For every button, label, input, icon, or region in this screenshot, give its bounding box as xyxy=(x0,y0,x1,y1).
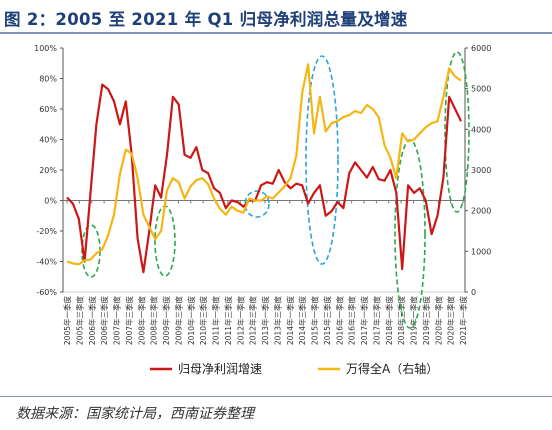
x-axis-tick-label: 2006年三季度 xyxy=(99,296,109,346)
x-axis-tick-label: 2017年一季度 xyxy=(359,296,369,346)
right-axis-tick-label: 3000 xyxy=(471,166,491,175)
highlight-ellipse xyxy=(244,190,270,218)
left-axis-tick-label: -40% xyxy=(36,258,57,267)
x-axis-tick-label: 2008年三季度 xyxy=(149,296,159,346)
x-axis-tick-label: 2013年一季度 xyxy=(260,296,270,346)
title-rule xyxy=(0,32,552,34)
x-axis-tick-label: 2006年一季度 xyxy=(87,296,97,346)
x-axis-tick-label: 2010年三季度 xyxy=(198,296,208,346)
x-axis-tick-label: 2012年一季度 xyxy=(235,296,245,346)
x-axis-tick-label: 2010年一季度 xyxy=(186,296,196,346)
x-axis-tick-label: 2007年一季度 xyxy=(112,296,122,346)
figure-title: 图 2：2005 至 2021 年 Q1 归母净利润总量及增速 xyxy=(4,10,408,29)
right-axis-tick-label: 5000 xyxy=(471,85,491,94)
x-axis-tick-label: 2020年三季度 xyxy=(446,296,456,346)
x-axis-tick-label: 2021年一季度 xyxy=(458,296,468,346)
right-axis-tick-label: 6000 xyxy=(471,44,491,53)
x-axis-tick-label: 2014年三季度 xyxy=(297,296,307,346)
right-axis-tick-label: 0 xyxy=(471,288,476,297)
x-axis-tick-label: 2016年一季度 xyxy=(334,296,344,346)
left-axis-tick-label: 100% xyxy=(34,44,57,53)
right-axis-tick-label: 1000 xyxy=(471,247,491,256)
profit-growth-line xyxy=(66,83,462,274)
dual-axis-line-chart: 100% 80% 60% 40% 20% 0% -20% -40% -60% 6000 5000 40… xyxy=(34,44,491,376)
left-axis-tick-label: 80% xyxy=(39,75,57,84)
x-axis-tick-label: 2015年一季度 xyxy=(310,296,320,346)
left-axis-tick-label: -20% xyxy=(36,227,57,236)
chart-legend: 归母净利润增速 万得全A（右轴） xyxy=(150,361,438,376)
legend-label: 归母净利润增速 xyxy=(178,362,262,376)
chart-axes: 100% 80% 60% 40% 20% 0% -20% -40% -60% 6000 5000 40… xyxy=(34,44,491,345)
x-axis-tick-label: 2011年三季度 xyxy=(223,296,233,346)
left-axis-tick-label: 40% xyxy=(39,136,57,145)
wind-a-index-line xyxy=(66,63,462,266)
legend-label: 万得全A（右轴） xyxy=(346,361,438,376)
x-axis-tick-label: 2007年三季度 xyxy=(124,296,134,346)
highlight-ellipse xyxy=(154,205,176,277)
x-axis-tick-label: 2014年一季度 xyxy=(285,296,295,346)
x-axis-tick-label: 2005年一季度 xyxy=(62,296,72,346)
highlight-ellipse xyxy=(444,51,470,213)
x-axis-tick-label: 2016年三季度 xyxy=(347,296,357,346)
right-axis-tick-label: 2000 xyxy=(471,207,491,216)
x-axis-tick-label: 2009年三季度 xyxy=(173,296,183,346)
x-axis-tick-label: 2011年一季度 xyxy=(211,296,221,346)
x-axis-tick-label: 2005年三季度 xyxy=(74,296,84,346)
source-note: 数据来源：国家统计局，西南证券整理 xyxy=(16,406,254,422)
x-axis-tick-label: 2020年一季度 xyxy=(433,296,443,346)
right-axis-tick-label: 4000 xyxy=(471,125,491,134)
x-axis-tick-label: 2019年三季度 xyxy=(421,296,431,346)
x-axis-tick-label: 2012年三季度 xyxy=(248,296,258,346)
x-axis-tick-label: 2013年三季度 xyxy=(272,296,282,346)
left-axis-tick-label: 60% xyxy=(39,105,57,114)
x-axis-tick-label: 2018年一季度 xyxy=(384,296,394,346)
left-axis-tick-label: 0% xyxy=(44,197,57,206)
x-axis-tick-label: 2015年三季度 xyxy=(322,296,332,346)
chart-series xyxy=(66,63,462,274)
source-rule xyxy=(0,396,552,397)
x-axis-tick-label: 2009年一季度 xyxy=(161,296,171,346)
x-axis-tick-label: 2008年一季度 xyxy=(136,296,146,346)
left-axis-tick-label: -60% xyxy=(36,288,57,297)
x-axis-tick-label: 2017年三季度 xyxy=(371,296,381,346)
highlight-ellipse xyxy=(305,55,339,265)
x-axis-tick-label: 2019年一季度 xyxy=(409,296,419,346)
left-axis-tick-label: 20% xyxy=(39,166,57,175)
x-axis-tick-label: 2018年三季度 xyxy=(396,296,406,346)
